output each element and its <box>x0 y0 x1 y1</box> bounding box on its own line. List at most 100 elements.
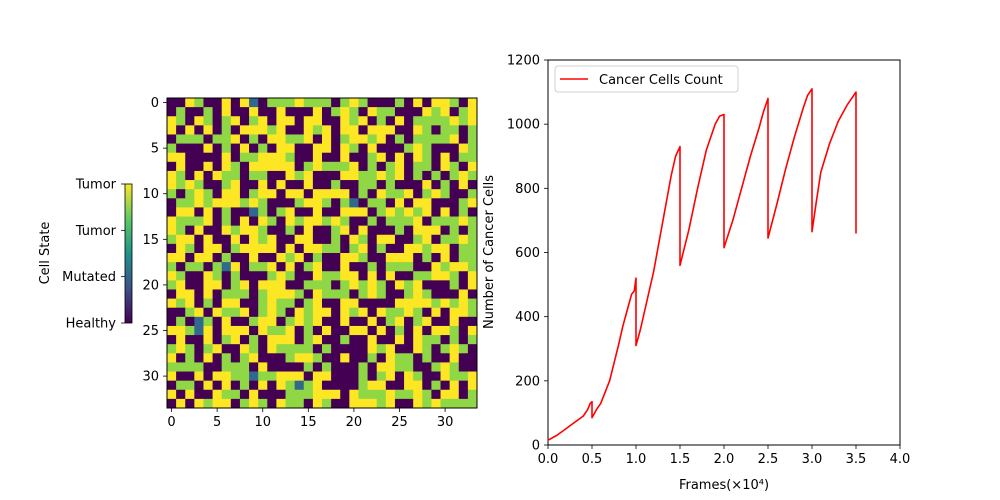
heatmap-cell <box>376 98 387 108</box>
heatmap-cell <box>285 98 296 108</box>
heatmap-cell <box>285 170 296 181</box>
line-y-tick-label: 1000 <box>507 118 540 133</box>
line-y-tick-label: 1200 <box>507 54 540 69</box>
heatmap-cell <box>167 398 177 409</box>
heatmap-cell <box>340 325 350 336</box>
heatmap-cell <box>449 253 460 263</box>
heatmap-cell <box>203 134 213 144</box>
line-data-point <box>811 88 813 90</box>
heatmap-cell <box>194 262 204 272</box>
heatmap-cell <box>221 152 232 163</box>
heatmap-cell <box>358 180 368 190</box>
heatmap-cell <box>285 353 296 363</box>
heatmap-cell <box>258 271 268 281</box>
heatmap-cell <box>367 298 378 309</box>
heatmap-cell <box>221 253 232 263</box>
heatmap-cell <box>230 216 241 227</box>
heatmap-cell <box>367 98 378 108</box>
heatmap-cell <box>258 307 268 318</box>
heatmap-x-tick-label: 0 <box>167 415 175 430</box>
heatmap-cell <box>176 362 186 372</box>
heatmap-cell <box>276 271 286 281</box>
line-chart-series <box>547 88 857 441</box>
heatmap-cell <box>185 143 195 154</box>
heatmap-cell <box>230 253 241 263</box>
heatmap-cell <box>358 98 368 108</box>
heatmap-cell <box>239 152 250 163</box>
heatmap-cell <box>394 325 405 336</box>
heatmap-cell <box>440 298 451 309</box>
heatmap-cell <box>467 180 478 190</box>
heatmap-cell <box>230 389 241 400</box>
heatmap-cell <box>331 380 341 391</box>
heatmap-cell <box>440 280 451 290</box>
heatmap-cell <box>322 380 332 391</box>
heatmap-cell <box>285 216 296 227</box>
heatmap-cell <box>276 362 286 372</box>
heatmap-cell <box>285 143 296 154</box>
heatmap-cell <box>413 216 423 227</box>
heatmap-cell <box>340 380 350 391</box>
heatmap-cell <box>267 307 277 318</box>
heatmap-cell <box>404 180 414 190</box>
heatmap-cell <box>440 316 451 327</box>
heatmap-cell <box>367 271 378 281</box>
heatmap-cell <box>340 152 350 163</box>
heatmap-cell <box>385 243 396 254</box>
heatmap-cell <box>185 198 195 208</box>
heatmap-cell <box>285 298 296 309</box>
heatmap-cell <box>230 298 241 309</box>
heatmap-cell <box>221 116 232 126</box>
heatmap-cell <box>449 353 460 363</box>
heatmap-cell <box>203 335 213 345</box>
heatmap-cell <box>331 353 341 363</box>
heatmap-cell <box>449 161 460 172</box>
heatmap-cell <box>185 216 195 227</box>
heatmap-cell <box>258 107 268 117</box>
heatmap-cell <box>221 307 232 318</box>
heatmap-cell <box>467 216 478 227</box>
line-x-tick-label: 0.0 <box>538 452 559 467</box>
heatmap-cell <box>276 107 286 117</box>
line-data-point <box>719 115 721 117</box>
heatmap-cell <box>249 335 259 345</box>
heatmap-y-tick-label: 25 <box>142 324 159 339</box>
line-data-point <box>807 94 809 96</box>
heatmap-cell <box>331 116 341 126</box>
heatmap-cell <box>340 98 350 108</box>
heatmap-cell <box>376 243 387 254</box>
heatmap-cell <box>322 161 332 172</box>
heatmap-cell <box>349 125 359 135</box>
heatmap-cell <box>422 289 432 299</box>
heatmap-cell <box>376 371 387 382</box>
heatmap-cell <box>176 152 186 163</box>
colorbar-label: Cell State <box>38 222 53 285</box>
heatmap-cell <box>176 335 186 345</box>
heatmap-cell <box>167 271 177 281</box>
heatmap-cell <box>431 243 441 254</box>
line-data-point <box>767 237 769 239</box>
heatmap-cell <box>349 98 359 108</box>
heatmap-cell <box>285 107 296 117</box>
heatmap-cell <box>312 253 323 263</box>
heatmap-cell <box>422 389 432 400</box>
line-chart-y-ticks: 0 200 400 600 800 1000 1200 <box>507 54 548 454</box>
heatmap-cell <box>258 161 268 172</box>
heatmap-cell <box>404 125 414 135</box>
heatmap-cell <box>212 398 223 409</box>
heatmap-cell <box>258 198 268 208</box>
heatmap-cell <box>367 134 378 144</box>
heatmap-cell <box>194 353 204 363</box>
heatmap-cell <box>413 307 423 318</box>
heatmap-cell <box>221 225 232 236</box>
heatmap-cell <box>422 253 432 263</box>
heatmap-cell <box>258 243 268 254</box>
heatmap-cell <box>285 262 296 272</box>
heatmap-cell <box>221 107 232 117</box>
heatmap-cell <box>221 335 232 345</box>
heatmap-cell <box>431 161 441 172</box>
heatmap-cell <box>267 353 277 363</box>
heatmap-cell <box>276 161 286 172</box>
heatmap-cell <box>358 234 368 245</box>
heatmap-cell <box>194 170 204 181</box>
